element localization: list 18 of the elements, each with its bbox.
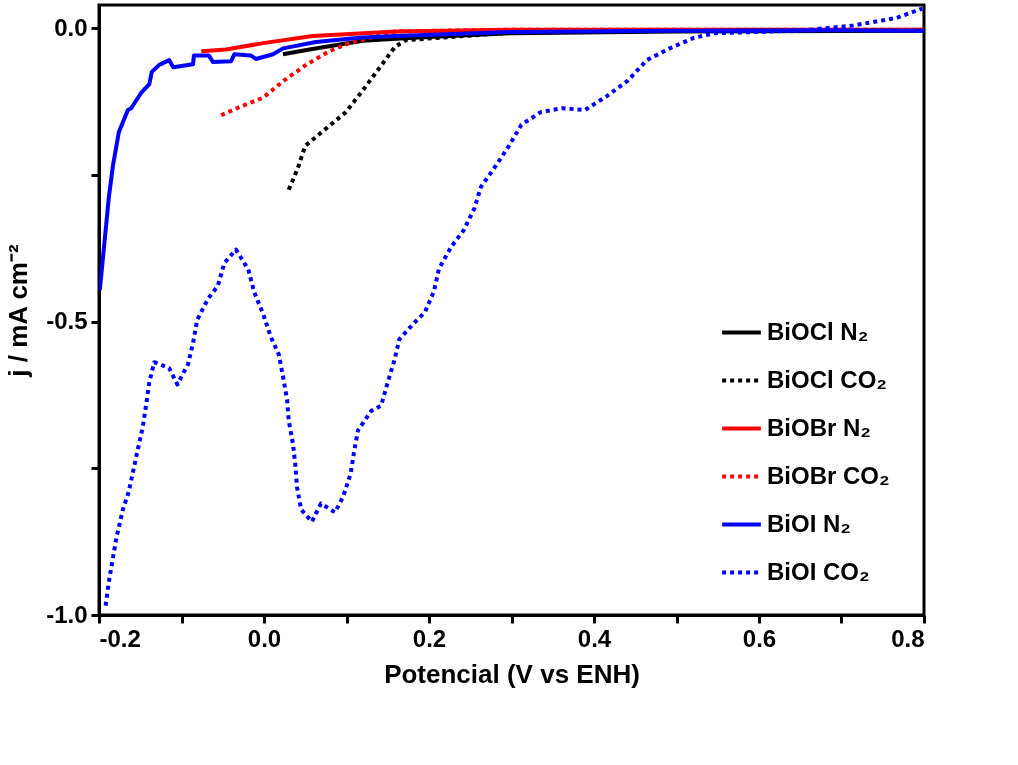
legend-label: BiOI N₂ (767, 509, 851, 537)
x-axis-title: Potencial (V vs ENH) (384, 658, 640, 689)
x-tick-label: 0.6 (742, 624, 777, 652)
legend-label: BiOI CO₂ (767, 557, 870, 585)
legend-label: BiOBr N₂ (767, 413, 872, 441)
legend-label: BiOCl N₂ (767, 317, 869, 345)
y-tick-label: -1.0 (46, 600, 88, 628)
legend-label: BiOCl CO₂ (767, 365, 887, 393)
x-tick-label: 0.2 (412, 624, 447, 652)
y-axis-title: j / mA cm⁻² (3, 244, 34, 378)
x-tick-label: -0.2 (99, 624, 141, 652)
x-tick-label: 0.8 (891, 624, 925, 652)
legend-label: BiOBr CO₂ (767, 461, 890, 489)
line-series (103, 6, 924, 608)
x-tick-label: 0.4 (577, 624, 612, 652)
x-tick-label: 0.0 (247, 624, 282, 652)
y-tick-label: 0.0 (54, 13, 88, 41)
y-tick-label: -0.5 (46, 307, 88, 335)
